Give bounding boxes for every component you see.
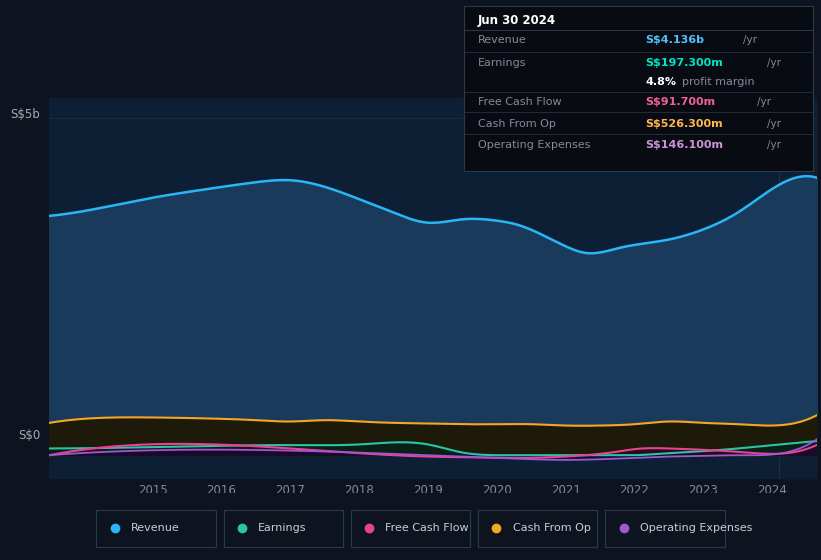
Text: S$0: S$0 [18,428,40,441]
Text: /yr: /yr [768,140,782,150]
Text: S$197.300m: S$197.300m [645,58,723,68]
Text: S$4.136b: S$4.136b [645,35,704,45]
Text: Free Cash Flow: Free Cash Flow [478,97,562,108]
Text: Operating Expenses: Operating Expenses [640,523,752,533]
Text: Free Cash Flow: Free Cash Flow [386,523,469,533]
Text: S$91.700m: S$91.700m [645,97,715,108]
Text: /yr: /yr [757,97,771,108]
Text: Jun 30 2024: Jun 30 2024 [478,14,556,27]
Text: Revenue: Revenue [478,35,526,45]
Text: profit margin: profit margin [682,77,754,87]
Text: Operating Expenses: Operating Expenses [478,140,590,150]
FancyBboxPatch shape [223,510,343,547]
Text: Earnings: Earnings [258,523,307,533]
FancyBboxPatch shape [478,510,598,547]
Text: Revenue: Revenue [131,523,180,533]
Text: /yr: /yr [768,119,782,129]
Text: Earnings: Earnings [478,58,526,68]
Text: S$526.300m: S$526.300m [645,119,723,129]
FancyBboxPatch shape [351,510,470,547]
Text: S$5b: S$5b [11,108,40,120]
Text: Cash From Op: Cash From Op [513,523,590,533]
Text: S$146.100m: S$146.100m [645,140,723,150]
FancyBboxPatch shape [606,510,725,547]
Text: /yr: /yr [768,58,782,68]
Text: 4.8%: 4.8% [645,77,677,87]
Text: /yr: /yr [743,35,757,45]
Text: Cash From Op: Cash From Op [478,119,556,129]
FancyBboxPatch shape [97,510,215,547]
